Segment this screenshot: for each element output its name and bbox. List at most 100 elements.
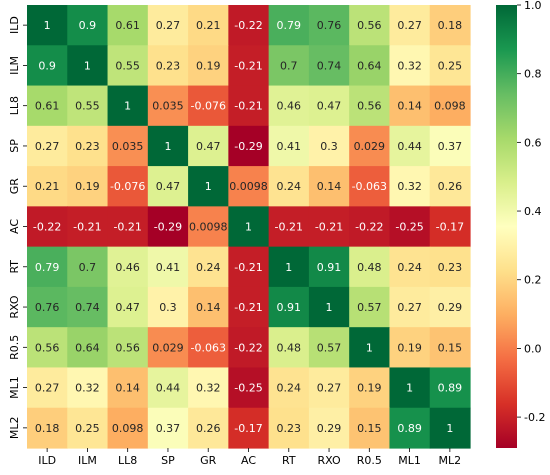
heatmap-cell: [147, 166, 189, 207]
cell-value-label: 0.9: [79, 19, 97, 32]
heatmap-cell: [429, 166, 471, 207]
cell-value-label: 0.47: [196, 140, 221, 153]
cell-value-label: 0.24: [277, 382, 302, 395]
cell-value-label: 0.56: [115, 341, 140, 354]
heatmap-cell: [308, 246, 350, 288]
y-tick-label: R0.5: [8, 335, 21, 360]
heatmap-cell: [308, 206, 350, 248]
heatmap-cell: [228, 5, 270, 46]
cell-value-label: 0.14: [196, 301, 221, 314]
x-tick-label: AC: [241, 454, 256, 467]
cell-value-label: -0.063: [190, 341, 225, 354]
heatmap-cell: [67, 166, 109, 207]
heatmap-cells: [27, 5, 471, 449]
heatmap-cell: [107, 286, 149, 328]
cell-value-label: 0.91: [317, 261, 342, 274]
cell-value-label: 0.48: [357, 261, 382, 274]
heatmap-cell: [147, 85, 189, 127]
cell-value-label: -0.17: [436, 221, 464, 234]
cell-value-label: 0.3: [320, 140, 338, 153]
cell-value-label: 0.14: [115, 382, 140, 395]
heatmap-cell: [268, 45, 310, 87]
heatmap-cell: [67, 125, 109, 167]
heatmap-cell: [349, 5, 391, 46]
cell-value-label: 0.29: [438, 301, 463, 314]
cell-value-label: 0.7: [280, 59, 298, 72]
heatmap-cell: [147, 246, 189, 288]
heatmap-cell: [67, 286, 109, 328]
cell-value-label: 0.24: [196, 261, 221, 274]
y-tick-label: ILM: [8, 56, 21, 75]
heatmap-cell: [147, 45, 189, 87]
cell-value-label: 1: [285, 261, 292, 274]
cell-value-label: 0.46: [115, 261, 140, 274]
cell-value-label: 0.27: [397, 19, 422, 32]
heatmap-cell: [67, 407, 109, 449]
heatmap-cell: [308, 85, 350, 127]
heatmap-cell: [389, 166, 431, 207]
cell-value-label: 0.32: [196, 382, 221, 395]
y-tick-label: AC: [8, 219, 21, 234]
cell-value-label: -0.076: [190, 100, 225, 113]
cell-value-label: -0.21: [113, 221, 141, 234]
cell-value-label: -0.21: [315, 221, 343, 234]
heatmap-cell: [429, 85, 471, 127]
heatmap-cell: [308, 367, 350, 409]
heatmap-cell: [429, 5, 471, 46]
cell-value-label: 0.29: [317, 422, 342, 435]
heatmap-cell: [349, 85, 391, 127]
heatmap-cell: [67, 85, 109, 127]
x-axis-ticks: ILD ILM LL8 SP GR AC RT RXO R0.5 ML1 ML2: [38, 448, 461, 467]
heatmap-cell: [147, 125, 189, 167]
heatmap-cell: [107, 367, 149, 409]
cell-value-label: -0.21: [73, 221, 101, 234]
heatmap-cell: [228, 85, 270, 127]
cell-value-label: 0.21: [35, 180, 60, 193]
x-tick-label: LL8: [118, 454, 137, 467]
cell-value-label: 0.79: [277, 19, 302, 32]
heatmap-cell: [349, 367, 391, 409]
heatmap-cell: [429, 327, 471, 369]
colorbar-tick-label: 1.0: [524, 0, 542, 12]
x-tick-label: SP: [161, 454, 175, 467]
heatmap-cell: [389, 407, 431, 449]
heatmap-cell: [349, 286, 391, 328]
cell-value-label: -0.22: [234, 341, 262, 354]
y-tick-label: RT: [8, 260, 21, 274]
heatmap-cell: [308, 407, 350, 449]
cell-value-label: -0.22: [234, 19, 262, 32]
colorbar: 1.0 0.8 0.6 0.4 0.2 0.0 -0.2: [496, 0, 545, 448]
cell-value-label: 0.61: [35, 100, 60, 113]
cell-value-label: 1: [366, 341, 373, 354]
x-tick-label: GR: [200, 454, 217, 467]
heatmap-cell: [107, 85, 149, 127]
cell-value-label: 0.44: [156, 382, 181, 395]
heatmap-cell: [308, 45, 350, 87]
heatmap-cell: [27, 206, 68, 248]
heatmap-cell: [147, 286, 189, 328]
heatmap-cell: [268, 367, 310, 409]
heatmap-cell: [27, 5, 68, 46]
cell-value-label: -0.21: [234, 59, 262, 72]
cell-value-label: 0.56: [35, 341, 60, 354]
heatmap-cell-labels: 1 0.9 0.61 0.27 0.21 -0.22 0.79 0.76 0.56 0.27 0.1…: [33, 19, 466, 435]
x-tick-label: ILM: [78, 454, 97, 467]
cell-value-label: -0.25: [234, 382, 262, 395]
heatmap-cell: [228, 367, 270, 409]
heatmap-cell: [147, 327, 189, 369]
cell-value-label: 0.47: [317, 100, 342, 113]
heatmap-cell: [27, 327, 68, 369]
cell-value-label: 0.27: [317, 382, 342, 395]
cell-value-label: 0.64: [357, 59, 382, 72]
cell-value-label: 0.14: [317, 180, 342, 193]
heatmap-cell: [107, 246, 149, 288]
heatmap-cell: [107, 166, 149, 207]
heatmap-cell: [308, 166, 350, 207]
cell-value-label: 1: [164, 140, 171, 153]
cell-value-label: 0.32: [397, 180, 422, 193]
heatmap-cell: [389, 367, 431, 409]
x-tick-label: ILD: [38, 454, 56, 467]
cell-value-label: 0.46: [277, 100, 302, 113]
cell-value-label: 0.41: [156, 261, 181, 274]
cell-value-label: -0.21: [234, 100, 262, 113]
